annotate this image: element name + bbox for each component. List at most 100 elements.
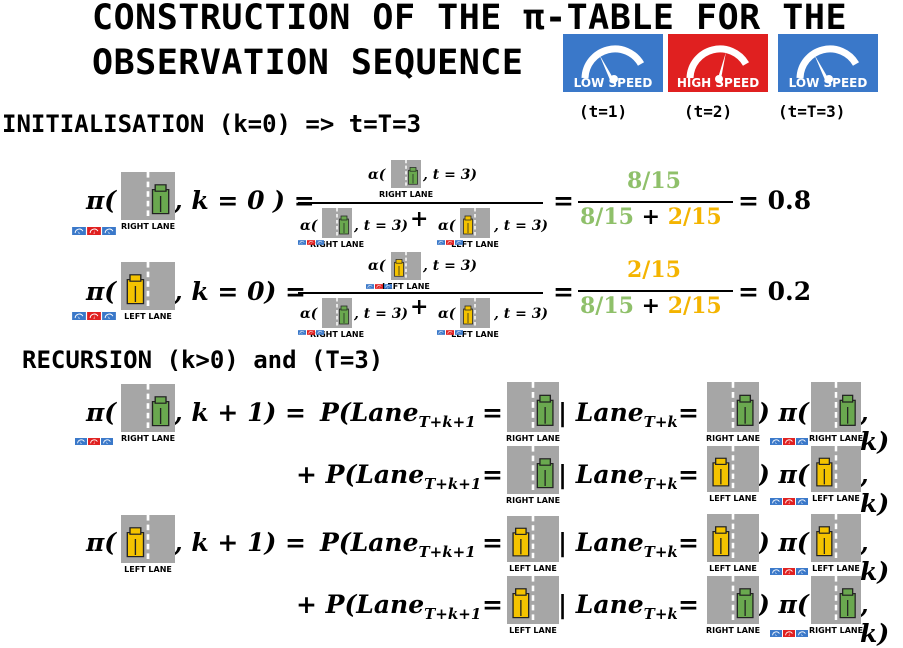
mini-speed-gauge-icon	[770, 430, 782, 449]
mini-speed-gauge-icon	[770, 622, 782, 641]
lane-label: RIGHT LANE	[808, 626, 864, 635]
lane-label: RIGHT LANE	[705, 626, 761, 635]
lane-label: RIGHT LANE	[808, 434, 864, 443]
equals-sign: =	[482, 460, 503, 489]
mini-speed-gauge-icon	[384, 274, 392, 293]
observation-sequence-mini	[75, 430, 113, 449]
left-lane-road-icon	[391, 252, 421, 280]
left-lane-road-icon	[121, 515, 175, 563]
left-lane-road-icon	[811, 514, 861, 562]
mini-speed-gauge-icon	[796, 622, 808, 641]
mini-speed-gauge-icon	[437, 320, 445, 339]
right-result: = 0.8	[738, 186, 812, 215]
mini-speed-gauge-icon	[307, 320, 315, 339]
equals-sign: =	[553, 186, 574, 215]
mini-speed-gauge-icon	[72, 305, 86, 324]
mini-speed-gauge-icon	[770, 560, 782, 579]
close-pi: ) π(	[758, 528, 809, 557]
left-lane-road-icon	[121, 262, 175, 310]
t3-label: , t = 3)	[354, 218, 409, 234]
page-title-line1: CONSTRUCTION OF THE π-TABLE FOR THE	[92, 0, 848, 38]
close-pi: ) π(	[758, 590, 809, 619]
comma-k: , k)	[860, 460, 890, 518]
given-lane: | LaneT+k	[558, 460, 678, 493]
fraction-line	[578, 201, 733, 203]
t3-label: , t = 3)	[494, 306, 549, 322]
lane-label: RIGHT LANE	[120, 222, 176, 231]
mini-speed-gauge-icon	[796, 430, 808, 449]
mini-speed-gauge-icon	[437, 230, 445, 249]
k1-eq: , k + 1) =	[174, 398, 306, 427]
fraction-line	[578, 290, 733, 292]
lane-label: LEFT LANE	[124, 312, 172, 321]
mini-speed-gauge-icon	[375, 274, 383, 293]
comma-k: , k)	[860, 590, 890, 648]
lane-label: LEFT LANE	[709, 494, 757, 503]
k1-eq: , k + 1) =	[174, 528, 306, 557]
right-lane-road-icon	[707, 576, 759, 624]
right-lane-road-icon	[322, 298, 352, 328]
mini-speed-gauge-icon	[75, 430, 87, 449]
lane-label: LEFT LANE	[124, 565, 172, 574]
left-lane-road-icon	[507, 516, 559, 562]
lane-label: LEFT LANE	[509, 626, 557, 635]
alpha-symbol: α(	[300, 218, 318, 234]
lane-label: LEFT LANE	[382, 282, 430, 291]
p-lane: P(LaneT+k+1	[320, 398, 476, 431]
mini-speed-gauge-icon	[446, 230, 454, 249]
mini-speed-gauge-icon	[446, 320, 454, 339]
mini-speed-gauge-icon	[783, 622, 795, 641]
observation-sequence-mini	[770, 560, 808, 579]
lane-label: RIGHT LANE	[309, 240, 365, 249]
alpha-symbol: α(	[438, 218, 456, 234]
mini-speed-gauge-icon	[796, 560, 808, 579]
right-lane-road-icon	[121, 384, 175, 432]
alpha-symbol: α(	[300, 306, 318, 322]
mini-speed-gauge-icon	[298, 230, 306, 249]
lane-label: RIGHT LANE	[505, 496, 561, 505]
mini-speed-gauge-icon	[88, 430, 100, 449]
observation-sequence-mini	[770, 490, 808, 509]
mini-speed-gauge-icon	[316, 320, 324, 339]
mini-speed-gauge-icon	[770, 490, 782, 509]
left-lane-road-icon	[707, 446, 759, 492]
plus-sign: +	[410, 294, 429, 320]
lane-label: RIGHT LANE	[378, 190, 434, 199]
equals-sign: =	[678, 460, 699, 489]
pi-symbol: π(	[86, 186, 117, 215]
given-lane: | LaneT+k	[558, 528, 678, 561]
mini-speed-gauge-icon	[101, 430, 113, 449]
speed-badge: LOW SPEED	[563, 34, 663, 92]
pi-symbol: π(	[86, 528, 117, 557]
equals-sign: =	[678, 590, 699, 619]
fraction-line	[298, 292, 543, 294]
given-lane: | LaneT+k	[558, 398, 678, 431]
equals-sign: =	[678, 398, 699, 427]
observation-sequence-mini	[437, 320, 463, 339]
left-lane-road-icon	[811, 446, 861, 492]
speed-badge-label: LOW SPEED	[573, 76, 653, 90]
low-speed-gauge-icon	[778, 34, 878, 92]
alpha-symbol: α(	[438, 306, 456, 322]
mini-speed-gauge-icon	[72, 220, 86, 239]
mini-speed-gauge-icon	[316, 230, 324, 249]
mini-speed-gauge-icon	[783, 490, 795, 509]
given-lane: | LaneT+k	[558, 590, 678, 623]
equals-sign: =	[482, 398, 503, 427]
low-speed-gauge-icon	[563, 34, 663, 92]
lane-label: RIGHT LANE	[505, 434, 561, 443]
time-label: (t=1)	[579, 102, 628, 121]
right-lane-road-icon	[391, 160, 421, 188]
comma-k: , k)	[860, 528, 890, 586]
right-lane-road-icon	[507, 446, 559, 494]
mini-speed-gauge-icon	[102, 305, 116, 324]
observation-sequence-mini	[298, 230, 324, 249]
left-numerator: 2/15	[627, 257, 681, 283]
mini-speed-gauge-icon	[455, 230, 463, 249]
close-pi: ) π(	[758, 398, 809, 427]
left-lane-road-icon	[507, 576, 559, 624]
right-denominator: 8/15 + 2/15	[580, 204, 722, 230]
mini-speed-gauge-icon	[87, 220, 101, 239]
mini-speed-gauge-icon	[366, 274, 374, 293]
right-lane-road-icon	[811, 382, 861, 432]
